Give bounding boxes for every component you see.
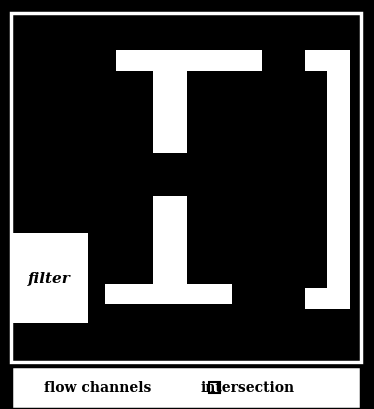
Bar [153,196,187,284]
Text: intersection: intersection [201,380,295,395]
Bar [327,51,350,309]
Text: flow channels: flow channels [43,380,151,395]
Bar [11,366,361,409]
Bar [153,51,187,153]
Bar [11,14,361,362]
Bar [305,288,350,309]
Bar [116,51,262,72]
Bar [11,233,88,323]
Bar [11,366,361,409]
Bar [209,382,220,393]
Bar [105,284,232,305]
Text: filter: filter [28,271,71,285]
Bar [305,51,350,72]
